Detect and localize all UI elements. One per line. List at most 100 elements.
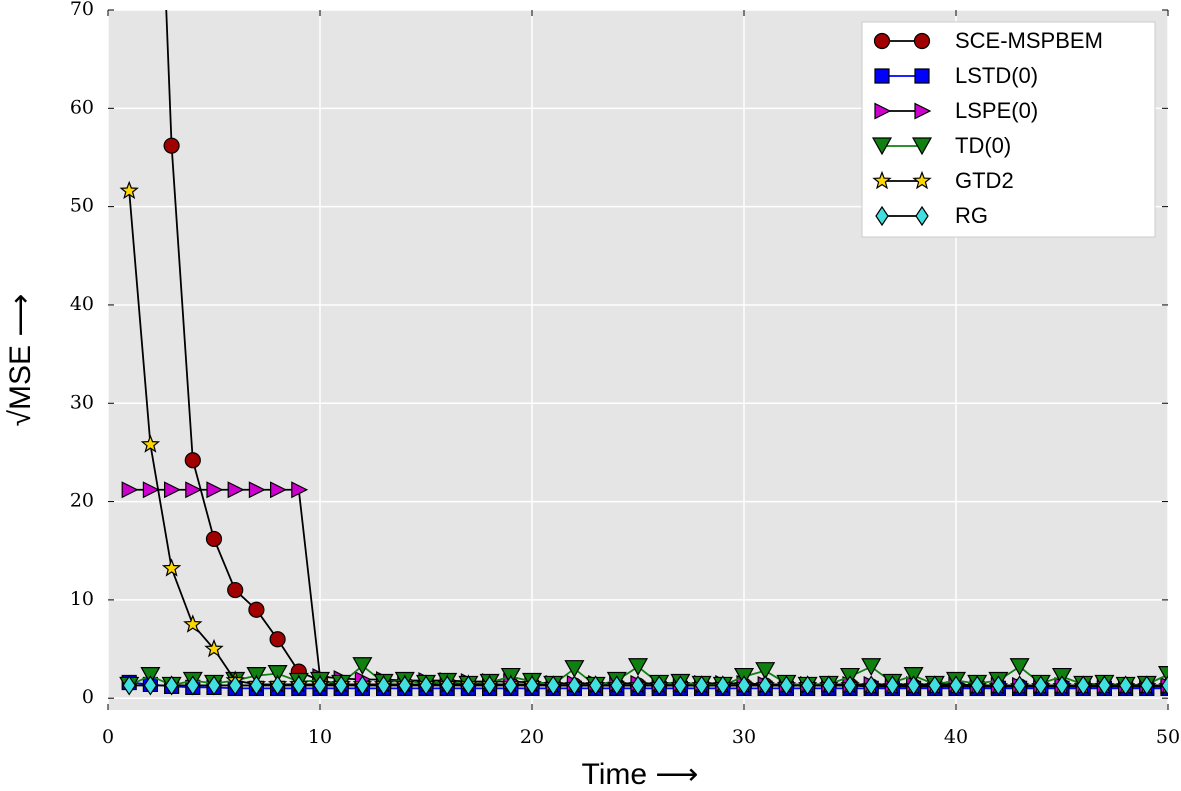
marker <box>800 675 815 696</box>
marker <box>928 675 942 696</box>
marker <box>1055 675 1069 696</box>
marker <box>204 638 224 658</box>
marker <box>164 481 181 499</box>
marker <box>864 675 878 696</box>
legend-label: SCE-MSPBEM <box>955 28 1103 53</box>
marker <box>564 660 585 678</box>
marker <box>1034 675 1048 696</box>
marker <box>779 675 794 696</box>
marker <box>376 675 391 696</box>
marker <box>970 675 984 696</box>
x-tick-label: 40 <box>944 726 968 748</box>
grid <box>107 9 1169 710</box>
marker <box>143 675 158 696</box>
marker <box>119 180 139 200</box>
marker <box>186 675 200 696</box>
marker <box>482 675 497 696</box>
marker <box>1076 675 1090 696</box>
marker <box>184 452 201 469</box>
marker <box>567 675 582 696</box>
marker <box>912 170 932 190</box>
marker <box>206 481 224 499</box>
y-tick-label: 50 <box>70 195 94 217</box>
marker <box>248 481 266 499</box>
marker <box>1009 658 1030 676</box>
marker <box>874 102 892 120</box>
marker <box>207 675 221 696</box>
marker <box>861 658 882 676</box>
marker <box>267 665 288 683</box>
series <box>119 10 1168 696</box>
y-tick-label: 20 <box>70 490 94 512</box>
y-tick-label: 10 <box>70 588 94 610</box>
marker <box>694 675 709 696</box>
marker <box>291 481 309 499</box>
marker <box>525 675 539 696</box>
marker <box>911 137 933 156</box>
marker <box>461 675 476 696</box>
marker <box>352 657 373 675</box>
marker <box>334 675 348 696</box>
marker <box>270 481 287 499</box>
marker <box>1161 675 1168 696</box>
marker <box>949 675 963 696</box>
marker <box>227 581 244 599</box>
marker <box>915 205 929 227</box>
marker <box>227 481 245 499</box>
marker <box>1012 675 1027 696</box>
x-tick-label: 50 <box>1156 726 1180 748</box>
marker <box>355 675 370 696</box>
marker <box>504 675 518 696</box>
marker <box>873 32 891 50</box>
y-axis-label: √MSE ⟶ <box>4 294 37 427</box>
marker <box>885 675 900 696</box>
marker <box>164 675 179 696</box>
legend-label: LSPE(0) <box>955 98 1038 123</box>
marker <box>872 170 892 190</box>
marker <box>269 631 286 648</box>
marker <box>631 675 645 696</box>
ticks: 0 10 20 30 40 50 0 10 20 30 40 50 60 70 <box>70 0 1180 748</box>
marker <box>758 675 772 696</box>
y-tick-label: 0 <box>82 686 94 708</box>
marker <box>1097 675 1112 696</box>
legend-box <box>861 21 1156 238</box>
marker <box>822 675 836 696</box>
marker <box>313 675 327 696</box>
marker <box>292 675 306 696</box>
marker <box>183 614 203 633</box>
marker <box>270 675 285 696</box>
marker <box>398 675 412 696</box>
marker <box>419 675 433 696</box>
marker <box>440 675 454 696</box>
marker <box>991 675 1006 696</box>
marker <box>249 675 264 696</box>
marker <box>914 102 932 120</box>
marker <box>546 675 560 696</box>
marker <box>652 675 666 696</box>
x-tick-label: 30 <box>732 726 756 748</box>
marker <box>588 675 603 696</box>
marker <box>142 481 160 499</box>
marker <box>1118 675 1133 696</box>
legend-label: RG <box>955 203 988 228</box>
marker <box>228 675 242 696</box>
marker <box>627 658 649 676</box>
marker <box>121 481 139 499</box>
marker <box>122 675 136 696</box>
marker <box>248 601 265 618</box>
marker <box>205 530 223 548</box>
legend-label: TD(0) <box>955 133 1011 158</box>
y-tick-label: 40 <box>70 293 94 315</box>
marker <box>843 675 857 696</box>
y-tick-label: 60 <box>70 96 94 118</box>
marker <box>874 68 890 84</box>
marker <box>1140 675 1154 696</box>
marker <box>737 675 751 696</box>
marker <box>755 662 776 680</box>
marker <box>906 675 921 696</box>
legend-label: GTD2 <box>955 168 1014 193</box>
legend: SCE-MSPBEM LSTD(0) LSPE(0) TD(0) GTD2 RG <box>861 21 1156 238</box>
y-tick-label: 70 <box>70 0 94 20</box>
